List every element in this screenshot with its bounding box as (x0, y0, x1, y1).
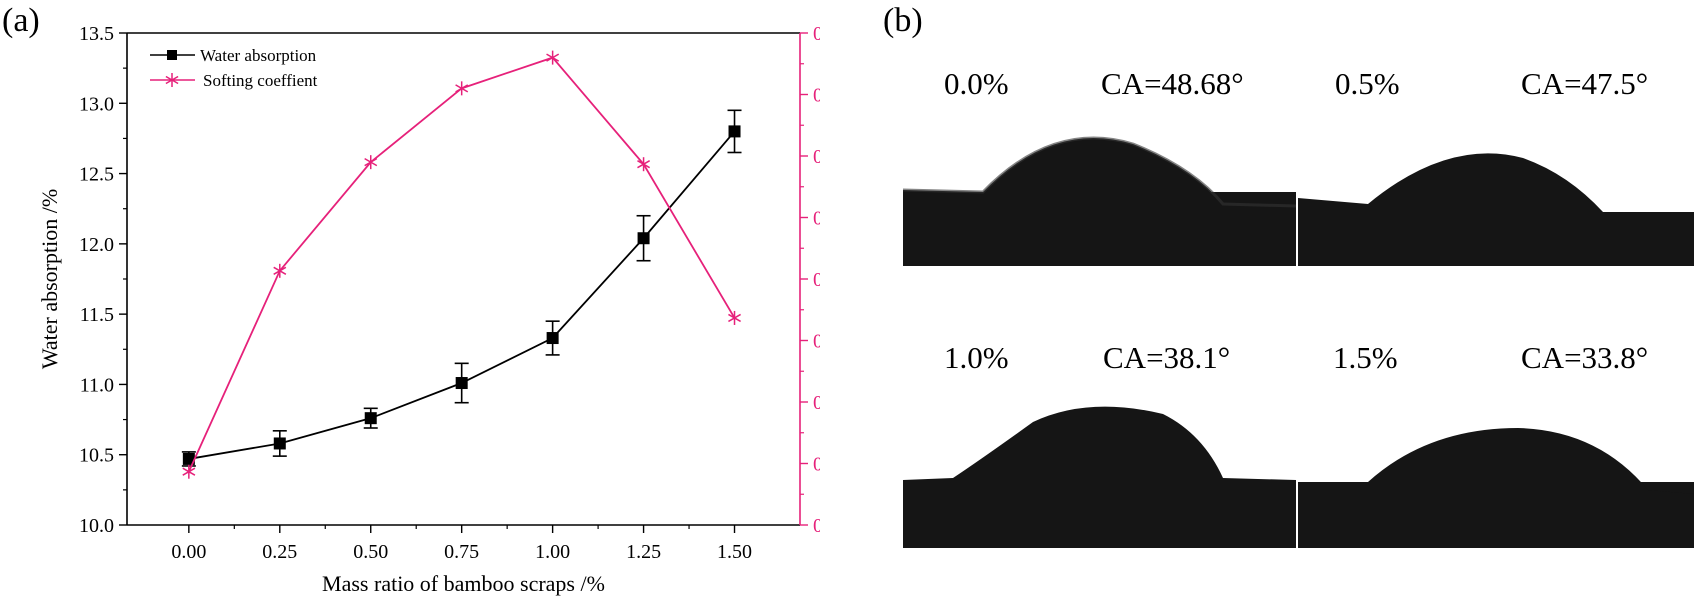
droplet-photo-1-0 (903, 398, 1296, 548)
softing-coefficient-point (182, 464, 196, 479)
x-tick-label: 0.50 (353, 541, 388, 563)
droplet-1-5-icon (1298, 398, 1694, 548)
softing-coefficient-point (637, 157, 651, 172)
y-tick-label: 13.0 (79, 93, 114, 115)
water-absorption-point (273, 437, 286, 450)
y2-tick-label: 0.39 (813, 454, 820, 476)
softing-coefficient-point (273, 263, 287, 278)
ratio-label-0-0: 0.0% (944, 66, 1009, 101)
x-tick-label: 0.25 (262, 541, 297, 563)
y-tick-label: 11.0 (80, 374, 114, 396)
y2-tick-label: 0.51 (813, 208, 820, 230)
ca-label-0-5: CA=47.5° (1521, 66, 1649, 101)
softing-coefficient-point (728, 310, 741, 325)
y2-tick-label: 0.36 (813, 515, 820, 537)
legend-softing-label: Softing coeffient (203, 71, 318, 90)
x-tick-label: 1.25 (626, 541, 661, 563)
droplet-photo-1-5 (1298, 398, 1694, 548)
y2-tick-label: 0.42 (813, 392, 820, 414)
droplet-0-5-icon (1298, 120, 1694, 266)
water-absorption-point (182, 452, 195, 465)
ratio-label-1-5: 1.5% (1333, 340, 1398, 375)
softing-coefficient-point (364, 155, 378, 170)
ratio-label-1-0: 1.0% (944, 340, 1009, 375)
x-tick-label: 0.75 (444, 541, 479, 563)
y2-tick-label: 0.60 (813, 23, 820, 45)
softing-coefficient-point (546, 50, 560, 65)
y2-tick-label: 0.48 (813, 269, 820, 291)
y-tick-label: 12.0 (79, 234, 114, 256)
x-tick-label: 1.00 (535, 541, 570, 563)
ca-label-1-5: CA=33.8° (1521, 340, 1649, 375)
y-tick-label: 11.5 (80, 304, 114, 326)
water-absorption-point (455, 377, 468, 390)
x-axis-label: Mass ratio of bamboo scraps /% (322, 571, 605, 596)
x-tick-label: 0.00 (171, 541, 206, 563)
droplet-1-0-icon (903, 398, 1296, 548)
water-absorption-point (364, 412, 377, 425)
softing-coefficient-point (455, 81, 469, 96)
x-tick-label: 1.50 (717, 541, 752, 563)
water-absorption-point (728, 125, 741, 138)
legend-water-label: Water absorption (200, 46, 317, 65)
y-tick-label: 10.0 (79, 515, 114, 537)
water-absorption-point (546, 332, 559, 345)
y2-tick-label: 0.54 (813, 146, 820, 168)
droplet-0-0-icon (903, 120, 1296, 266)
droplet-photo-0-0 (903, 120, 1296, 266)
legend-water-marker (167, 50, 177, 60)
y-tick-label: 12.5 (79, 164, 114, 186)
y-tick-label: 13.5 (79, 23, 114, 45)
y2-tick-label: 0.45 (813, 331, 820, 353)
y-tick-label: 10.5 (79, 445, 114, 467)
ratio-label-0-5: 0.5% (1335, 66, 1400, 101)
legend-softing-marker (165, 73, 179, 87)
ca-label-0-0: CA=48.68° (1101, 66, 1244, 101)
panel-a-label: (a) (2, 2, 40, 39)
ca-label-1-0: CA=38.1° (1103, 340, 1231, 375)
panel-b-label: (b) (883, 2, 923, 39)
softing-coefficient-line (188, 56, 736, 473)
y-axis-label: Water absorption /% (37, 189, 62, 369)
y2-tick-label: 0.57 (813, 85, 820, 107)
line-chart: 10.0 10.5 11.0 11.5 12.0 12.5 13.0 13.5 0.36 0.39… (37, 23, 820, 596)
water-absorption-point (637, 232, 650, 245)
droplet-photo-0-5 (1298, 120, 1694, 266)
